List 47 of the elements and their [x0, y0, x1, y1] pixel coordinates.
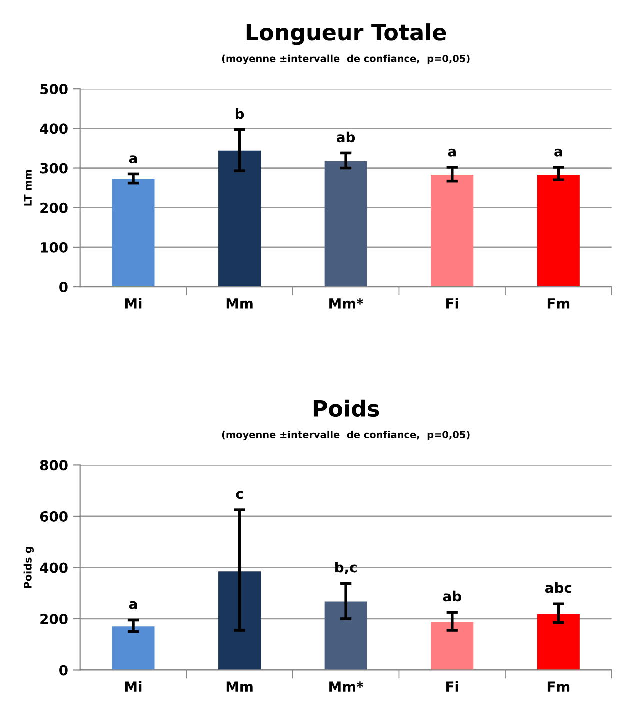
y-tick-label: 100	[41, 242, 68, 253]
y-tick-label: 200	[40, 614, 68, 624]
chart-title: Poids	[314, 400, 380, 418]
annotation: b,c	[336, 562, 357, 574]
y-tick-label: 400	[40, 562, 68, 574]
bar	[324, 602, 368, 670]
y-tick-label: 400	[40, 124, 68, 134]
bar	[112, 626, 155, 670]
x-tick-label: Mm	[226, 298, 253, 309]
y-axis-title: LT mm	[24, 170, 32, 206]
chart-subtitle: (moyenne ±intervalle de confiance, p=0,05)	[222, 430, 470, 440]
y-tick-label: 300	[40, 163, 68, 174]
bar	[537, 614, 580, 670]
chart-title: Longueur Totale	[246, 24, 446, 46]
annotation: a	[554, 148, 562, 157]
annotation: ab	[443, 590, 462, 602]
x-tick-label: Fm	[548, 682, 570, 692]
bar	[537, 174, 580, 288]
y-tick-label: 500	[40, 84, 68, 95]
chart-subtitle: (moyenne ±intervalle de confiance, p=0,05)	[222, 54, 470, 64]
annotation: a	[129, 601, 138, 610]
x-tick-label: Mm*	[330, 298, 364, 309]
annotation: a	[129, 156, 138, 164]
annotation: c	[236, 491, 243, 500]
y-tick-label: 200	[40, 202, 68, 214]
annotation: a	[448, 148, 456, 157]
bar	[431, 174, 474, 288]
x-tick-label: Mm	[226, 682, 253, 692]
bar	[431, 622, 474, 670]
y-axis-title: Poids g	[24, 547, 34, 588]
bar	[324, 162, 368, 288]
bar	[218, 150, 262, 288]
x-tick-label: Mi	[125, 681, 142, 692]
x-tick-label: Mi	[125, 298, 142, 309]
x-tick-label: Fm	[548, 298, 570, 309]
x-tick-label: Fi	[446, 681, 458, 692]
y-tick-label: 0	[60, 282, 68, 293]
annotation: abc	[545, 582, 572, 594]
bar	[112, 178, 155, 288]
x-tick-label: Fi	[446, 298, 458, 309]
y-tick-label: 800	[40, 460, 68, 471]
annotation: ab	[337, 132, 356, 143]
y-tick-label: 0	[60, 665, 68, 676]
y-tick-label: 600	[40, 511, 68, 522]
bar	[218, 572, 262, 670]
x-tick-label: Mm*	[330, 682, 364, 692]
annotation: b	[236, 108, 244, 120]
